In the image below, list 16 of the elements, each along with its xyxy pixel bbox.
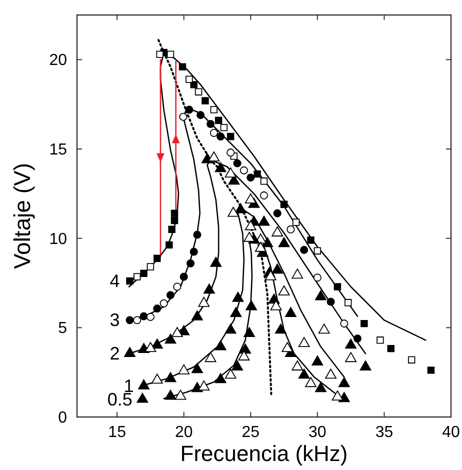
x-tick-label: 30 (308, 424, 326, 441)
y-tick-label: 20 (49, 52, 68, 70)
y-tick-label: 15 (49, 142, 68, 158)
series-label: 2 (110, 344, 120, 364)
y-tick-label: 0 (58, 410, 68, 426)
x-tick-label: 40 (442, 424, 460, 441)
series-label: 4 (110, 271, 120, 292)
x-tick-label: 20 (174, 424, 193, 441)
y-tick-label: 5 (58, 320, 68, 338)
x-tick-label: 35 (375, 424, 394, 441)
y-axis-title: Voltaje (V) (9, 162, 35, 270)
y-tick-label: 10 (49, 230, 68, 248)
x-tick-label: 15 (108, 424, 126, 441)
series-label: 3 (110, 310, 120, 330)
x-tick-label: 25 (242, 424, 260, 441)
x-axis-title: Frecuencia (kHz) (180, 441, 348, 466)
